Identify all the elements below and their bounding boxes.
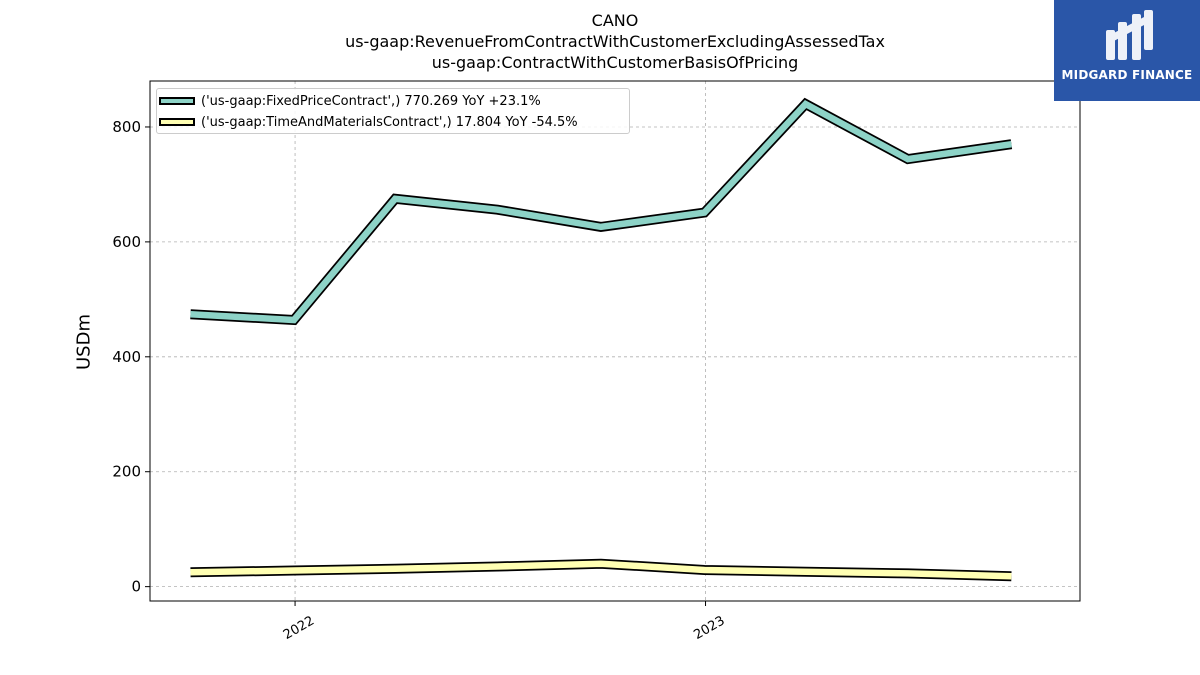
mh-monogram-icon bbox=[1106, 10, 1153, 60]
plot-frame bbox=[149, 80, 1081, 602]
legend-swatch-time-and-materials bbox=[159, 118, 195, 126]
brand-name: MIDGARD FINANCE bbox=[1061, 68, 1193, 82]
grid-lines bbox=[150, 81, 1080, 601]
chart-title-line-2: us-gaap:RevenueFromContractWithCustomerE… bbox=[345, 32, 885, 51]
y-tick-label: 0 bbox=[131, 578, 141, 596]
legend-item-time-and-materials: ('us-gaap:TimeAndMaterialsContract',) 17… bbox=[159, 112, 578, 132]
x-tick-label: 2022 bbox=[281, 613, 317, 643]
chart-title-line-1: CANO bbox=[591, 11, 639, 30]
chart-title-line-3: us-gaap:ContractWithCustomerBasisOfPrici… bbox=[431, 53, 799, 72]
series-line-0 bbox=[190, 99, 1012, 324]
series-lines bbox=[190, 97, 1013, 582]
chart-legend: ('us-gaap:FixedPriceContract',) 770.269 … bbox=[156, 88, 630, 134]
x-tick-label: 2023 bbox=[691, 613, 727, 643]
y-tick-label: 600 bbox=[112, 233, 141, 251]
legend-label-fixed-price: ('us-gaap:FixedPriceContract',) 770.269 … bbox=[201, 93, 541, 109]
series-outline-0 bbox=[190, 97, 1013, 326]
legend-item-fixed-price: ('us-gaap:FixedPriceContract',) 770.269 … bbox=[159, 91, 541, 111]
y-axis-label: USDm bbox=[73, 314, 95, 370]
y-tick-label: 200 bbox=[112, 463, 141, 481]
y-tick-label: 800 bbox=[112, 118, 141, 136]
brand-logo-box: MIDGARD FINANCE bbox=[1054, 0, 1200, 101]
y-tick-label: 400 bbox=[112, 348, 141, 366]
legend-swatch-fixed-price bbox=[159, 97, 195, 105]
legend-label-time-and-materials: ('us-gaap:TimeAndMaterialsContract',) 17… bbox=[201, 114, 578, 130]
